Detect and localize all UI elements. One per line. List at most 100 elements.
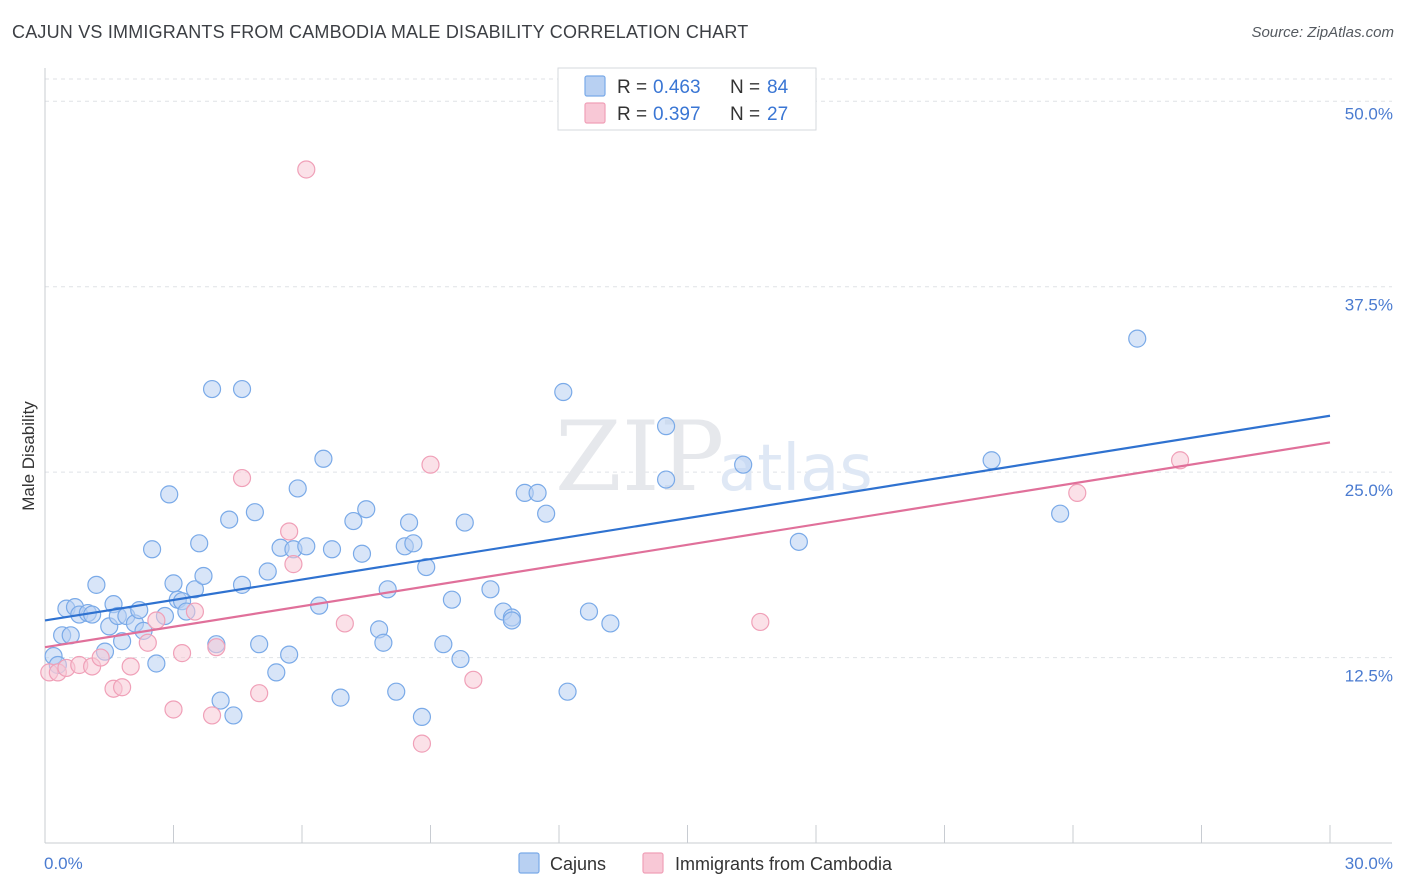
series-legend-swatch-cambodia (642, 852, 664, 874)
point-cajuns-9 (87, 575, 106, 594)
x-tick-label-1: 30.0% (1345, 854, 1393, 873)
y-tick-label-2: 37.5% (1345, 296, 1393, 315)
point-cajuns-56 (387, 682, 406, 701)
point-cambodia-24 (464, 670, 483, 689)
point-cajuns-61 (417, 557, 436, 577)
chart-title: CAJUN VS IMMIGRANTS FROM CAMBODIA MALE D… (12, 22, 749, 42)
point-cambodia-19 (284, 555, 303, 574)
point-cajuns-59 (404, 534, 423, 553)
point-cajuns-22 (160, 485, 179, 504)
point-cajuns-39 (258, 562, 277, 581)
point-cajuns-28 (190, 534, 209, 553)
data-points (40, 160, 1190, 753)
axes (44, 68, 1392, 844)
point-cajuns-27 (185, 580, 205, 599)
legend-n-value-1: 84 (767, 77, 789, 98)
point-cambodia-5 (91, 648, 110, 667)
point-cajuns-71 (528, 483, 547, 502)
point-cajuns-73 (554, 382, 573, 402)
legend-swatch-cajuns (584, 75, 606, 97)
point-cambodia-8 (121, 657, 140, 676)
point-cajuns-45 (297, 537, 316, 556)
legend-r-value-2: 0.397 (653, 104, 701, 125)
point-cajuns-62 (434, 635, 453, 654)
series-legend-label-cajuns: Cajuns (550, 854, 606, 874)
point-cambodia-13 (185, 602, 205, 621)
point-cajuns-82 (1051, 504, 1070, 523)
point-cajuns-69 (502, 611, 521, 630)
point-cajuns-78 (656, 470, 676, 489)
point-cajuns-19 (142, 540, 162, 559)
point-cambodia-11 (164, 700, 183, 719)
legend-n-label-2: N = (730, 104, 760, 125)
point-cambodia-9 (138, 633, 157, 652)
point-cambodia-25 (751, 612, 770, 632)
point-cajuns-83 (1128, 329, 1147, 348)
point-cajuns-76 (601, 614, 620, 633)
legend-n-label-1: N = (730, 77, 760, 98)
point-cajuns-65 (455, 513, 474, 532)
point-cajuns-37 (245, 503, 264, 522)
point-cajuns-50 (344, 511, 363, 531)
point-cajuns-15 (112, 632, 132, 651)
point-cambodia-20 (297, 160, 316, 179)
point-cajuns-79 (734, 455, 753, 474)
point-cajuns-64 (451, 649, 470, 669)
point-cajuns-33 (220, 510, 239, 529)
point-cajuns-51 (352, 544, 372, 563)
point-cajuns-54 (374, 633, 393, 652)
point-cambodia-22 (412, 734, 432, 753)
x-tick-label-0: 0.0% (44, 854, 83, 873)
point-cambodia-15 (207, 638, 226, 657)
y-tick-label-0: 12.5% (1345, 667, 1393, 686)
point-cajuns-34 (224, 706, 243, 725)
tick-labels: 12.5% 25.0% 37.5% 50.0% 0.0% 30.0% (44, 104, 1393, 873)
point-cambodia-10 (147, 611, 166, 630)
point-cambodia-18 (280, 522, 299, 541)
point-cajuns-63 (442, 590, 462, 609)
point-cajuns-40 (267, 663, 286, 682)
point-cajuns-72 (537, 504, 556, 523)
point-cambodia-23 (421, 455, 440, 474)
point-cajuns-38 (250, 635, 269, 654)
point-cajuns-60 (412, 707, 432, 727)
series-legend: Cajuns Immigrants from Cambodia (518, 852, 893, 874)
point-cambodia-21 (335, 614, 354, 633)
point-cajuns-74 (558, 682, 577, 701)
point-cajuns-77 (656, 417, 676, 436)
trend-line-cambodia (44, 441, 1331, 649)
point-cajuns-29 (194, 566, 213, 586)
point-cajuns-80 (789, 532, 808, 551)
point-cajuns-20 (147, 654, 166, 673)
point-cajuns-46 (310, 596, 329, 615)
point-cajuns-23 (164, 574, 183, 593)
series-legend-swatch-cajuns (518, 852, 540, 874)
y-axis-label: Male Disability (19, 401, 38, 511)
point-cambodia-17 (250, 684, 269, 703)
point-cajuns-52 (357, 500, 376, 519)
point-cajuns-48 (322, 540, 342, 559)
stats-legend: R = 0.463 N = 84 R = 0.397 N = 27 (557, 67, 817, 131)
point-cambodia-7 (112, 678, 132, 697)
point-cambodia-12 (172, 644, 192, 663)
point-cambodia-27 (1170, 451, 1190, 470)
legend-n-value-2: 27 (767, 104, 788, 125)
point-cajuns-36 (232, 379, 252, 399)
legend-r-label-1: R = (617, 77, 647, 98)
point-cajuns-58 (399, 513, 419, 532)
trend-lines (44, 414, 1331, 649)
watermark-zip: ZIP (555, 401, 724, 513)
legend-r-value-1: 0.463 (653, 77, 701, 98)
point-cajuns-44 (288, 479, 307, 498)
point-cajuns-81 (982, 451, 1001, 470)
point-cajuns-75 (579, 602, 599, 621)
point-cajuns-30 (202, 379, 222, 399)
point-cambodia-14 (202, 706, 222, 725)
point-cajuns-47 (314, 449, 333, 468)
y-tick-label-3: 50.0% (1345, 104, 1393, 123)
grid-lines (45, 78, 1392, 659)
series-legend-label-cambodia: Immigrants from Cambodia (675, 854, 893, 874)
point-cajuns-32 (211, 691, 230, 710)
point-cajuns-55 (378, 580, 397, 599)
